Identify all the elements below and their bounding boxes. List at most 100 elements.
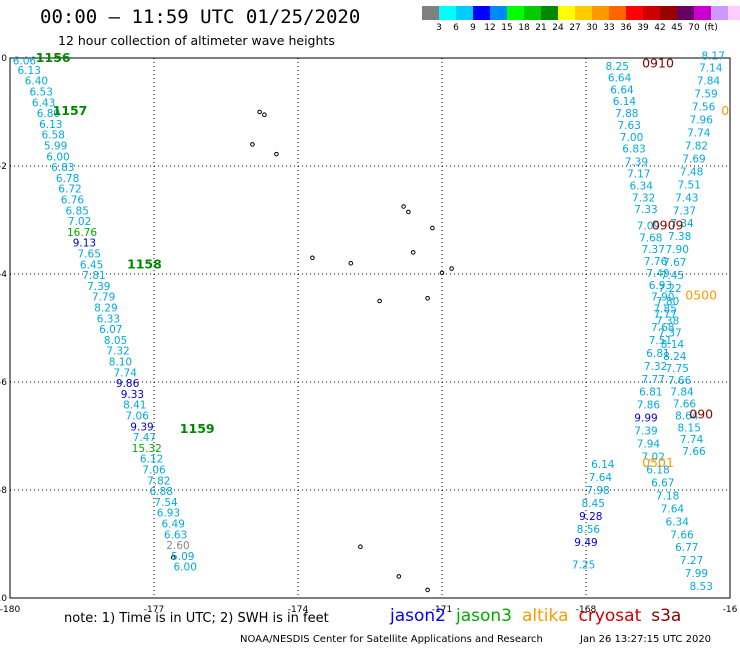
wave-height-value: 7.90 xyxy=(666,244,689,256)
wave-height-value: 6.93 xyxy=(157,508,180,520)
wave-height-value: 7.66 xyxy=(668,375,692,387)
legend-swatch xyxy=(558,6,575,20)
wave-height-value: 15.32 xyxy=(132,443,162,455)
wave-height-value: 6.80 xyxy=(37,108,60,120)
wave-height-value: 7.33 xyxy=(634,204,657,216)
wave-height-value: 7.86 xyxy=(637,400,661,412)
wave-height-value: 7.17 xyxy=(627,169,650,181)
x-tick-label: -168 xyxy=(576,605,597,615)
wave-height-value: 7.74 xyxy=(114,367,138,379)
wave-height-value: 7.02 xyxy=(68,216,91,228)
wave-height-value: 8.17 xyxy=(702,50,725,62)
legend-label: 33 xyxy=(603,23,615,33)
wave-height-value: 7.37 xyxy=(658,327,681,339)
wave-height-value: 6.14 xyxy=(613,96,637,108)
wave-height-value: 7.90 xyxy=(651,292,674,304)
map-title: 00:00 – 11:59 UTC 01/25/2020 xyxy=(40,6,361,28)
legend-swatch xyxy=(490,6,507,20)
wave-height-value: 7.96 xyxy=(690,115,714,127)
wave-height-value: 7.48 xyxy=(680,166,703,178)
wave-height-value: 7.77 xyxy=(654,309,677,321)
wave-height-value: 7.80 xyxy=(656,296,679,308)
wave-height-value: 9.39 xyxy=(130,421,153,433)
wave-height-value: 7.85 xyxy=(654,304,677,316)
wave-height-value: 6.14 xyxy=(591,459,615,471)
wave-height-value: 7.82 xyxy=(147,475,170,487)
credit-text: NOAA/NESDIS Center for Satellite Applica… xyxy=(240,634,543,645)
wave-height-value: 6.93 xyxy=(649,280,672,292)
wave-height-value: 7.51 xyxy=(678,179,701,191)
y-tick-label: -4 xyxy=(0,270,7,280)
wave-height-value: 7.75 xyxy=(666,363,689,375)
island-outline xyxy=(430,225,435,231)
pass-time-label: 0500 xyxy=(685,288,717,303)
x-tick-label: -174 xyxy=(288,605,309,615)
wave-height-value: 7.64 xyxy=(661,503,685,515)
legend-label: 21 xyxy=(535,23,547,33)
map-frame xyxy=(9,57,731,599)
wave-height-value: 16.76 xyxy=(67,227,97,239)
wave-height-value: 7.64 xyxy=(589,472,613,484)
satellite-jason3: jason3 xyxy=(456,606,512,626)
legend-label: 3 xyxy=(436,23,442,33)
y-tick-label: -6 xyxy=(0,378,7,388)
wave-height-value: 6.00 xyxy=(46,151,69,163)
wave-height-value: 6.33 xyxy=(97,313,120,325)
wave-height-value: 9.33 xyxy=(121,389,144,401)
x-tick-label: -16 xyxy=(723,605,738,615)
wave-height-value: 6.81 xyxy=(646,348,669,360)
legend-label: 45 xyxy=(671,23,683,33)
wave-height-value: 6.63 xyxy=(164,529,187,541)
wave-height-value: 6.58 xyxy=(42,130,65,142)
legend-label: 18 xyxy=(518,23,530,33)
pass-time-label: 0501 xyxy=(642,455,674,470)
legend-label: 6 xyxy=(453,23,459,33)
pass-time-label: 1157 xyxy=(53,103,88,118)
wave-height-value: 9.99 xyxy=(634,413,657,425)
legend-label: 15 xyxy=(501,23,513,33)
wave-height-value: 7.68 xyxy=(651,322,674,334)
wave-height-value: 7.43 xyxy=(675,192,698,204)
wave-height-value: 6.64 xyxy=(610,84,634,96)
wave-height-value: 7.74 xyxy=(687,128,711,140)
wave-height-value: 9.13 xyxy=(73,238,96,250)
island-outline xyxy=(439,270,445,276)
wave-height-value: 6.53 xyxy=(30,86,53,98)
wave-height-value: 7.37 xyxy=(673,205,696,217)
wave-height-value: 7.34 xyxy=(670,218,694,230)
wave-height-value: 5.09 xyxy=(171,551,194,563)
wave-height-value: 6.45 xyxy=(80,259,103,271)
wave-height-value: 7.14 xyxy=(699,63,723,75)
y-tick-label: -10 xyxy=(0,594,7,604)
legend-label: 30 xyxy=(586,23,598,33)
wave-height-value: 6.43 xyxy=(32,97,55,109)
legend-label: 42 xyxy=(654,23,666,33)
pass-time-label: 1159 xyxy=(180,421,215,436)
wave-height-value: 8.25 xyxy=(606,61,629,73)
island-outline xyxy=(250,142,255,147)
wave-height-value: 7.63 xyxy=(618,120,641,132)
wave-height-value: 6.83 xyxy=(622,144,645,156)
legend-swatch xyxy=(422,6,439,20)
satellite-s3a: s3a xyxy=(651,606,682,626)
wave-height-value: 8.15 xyxy=(678,422,701,434)
island-outline xyxy=(377,298,382,304)
island-outline xyxy=(262,112,267,117)
wave-height-value: 7.32 xyxy=(632,192,655,204)
wave-height-value: 7.47 xyxy=(133,432,156,444)
wave-height-value: 7.32 xyxy=(644,361,667,373)
legend-swatch xyxy=(711,6,728,20)
wave-height-value: 7.88 xyxy=(615,108,638,120)
wave-height-value: 9.49 xyxy=(574,537,597,549)
pass-time-label: 0910 xyxy=(642,55,674,70)
map-subtitle: 12 hour collection of altimeter wave hei… xyxy=(58,33,335,48)
wave-height-value: 7.22 xyxy=(658,283,681,295)
wave-height-value: 7.84 xyxy=(670,387,694,399)
wave-height-value: 7.02 xyxy=(642,452,665,464)
legend-label: 9 xyxy=(470,23,476,33)
legend-label: (ft) xyxy=(704,23,718,33)
wave-height-value: 7.49 xyxy=(646,268,669,280)
satellite-jason2: jason2 xyxy=(390,606,446,626)
island-outline xyxy=(310,255,315,261)
